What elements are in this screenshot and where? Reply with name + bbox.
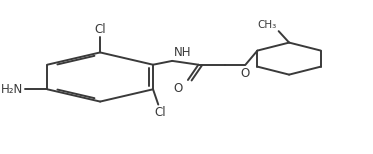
- Text: O: O: [241, 67, 250, 80]
- Text: Cl: Cl: [94, 23, 106, 36]
- Text: NH: NH: [174, 46, 191, 59]
- Text: Cl: Cl: [154, 106, 166, 119]
- Text: CH₃: CH₃: [258, 20, 277, 30]
- Text: O: O: [173, 81, 183, 95]
- Text: H₂N: H₂N: [1, 83, 23, 96]
